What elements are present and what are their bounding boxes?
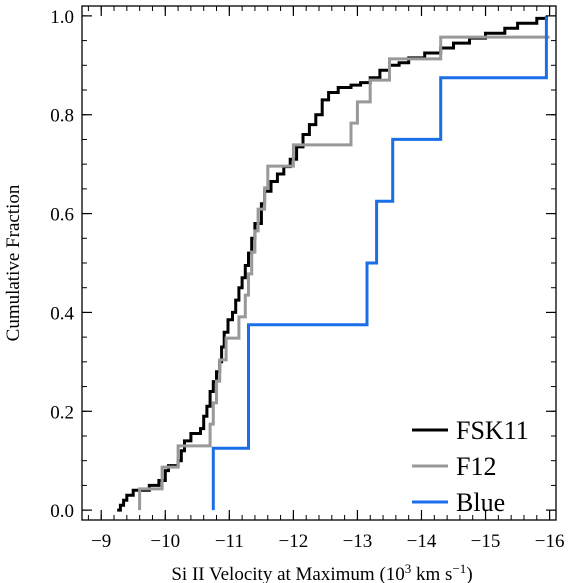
- x-tick-label: −14: [407, 531, 437, 552]
- series-line-f12: [138, 35, 550, 511]
- x-tick-label: −15: [471, 531, 501, 552]
- x-tick-label: −10: [150, 531, 180, 552]
- y-tick-label: 0.0: [50, 501, 74, 522]
- legend-label-blue: Blue: [456, 488, 505, 517]
- legend-label-f12: F12: [456, 452, 496, 481]
- legend: FSK11 F12 Blue: [412, 416, 529, 517]
- y-tick-label: 0.8: [50, 106, 74, 127]
- y-tick-label: 1.0: [50, 7, 74, 28]
- x-tick-label: −16: [535, 531, 565, 552]
- x-tick-label: −13: [343, 531, 373, 552]
- series-layer: [117, 15, 550, 512]
- y-tick-label: 0.6: [50, 205, 74, 226]
- x-tick-label: −11: [215, 531, 244, 552]
- series-line-blue: [211, 15, 548, 511]
- y-tick-label: 0.4: [50, 303, 74, 324]
- x-tick-label: −9: [91, 531, 111, 552]
- ticks-layer: −9 −10 −11 −12 −13 −14 −15 −16 0.0 0.2 0.4 0.6 0.8 1.…: [50, 6, 564, 552]
- x-tick-label: −12: [279, 531, 309, 552]
- y-axis-label: Cumulative Fraction: [3, 184, 24, 341]
- legend-label-fsk11: FSK11: [456, 416, 529, 445]
- x-axis-label: Si II Velocity at Maximum (103 km s−1): [171, 561, 472, 583]
- y-tick-label: 0.2: [50, 402, 74, 423]
